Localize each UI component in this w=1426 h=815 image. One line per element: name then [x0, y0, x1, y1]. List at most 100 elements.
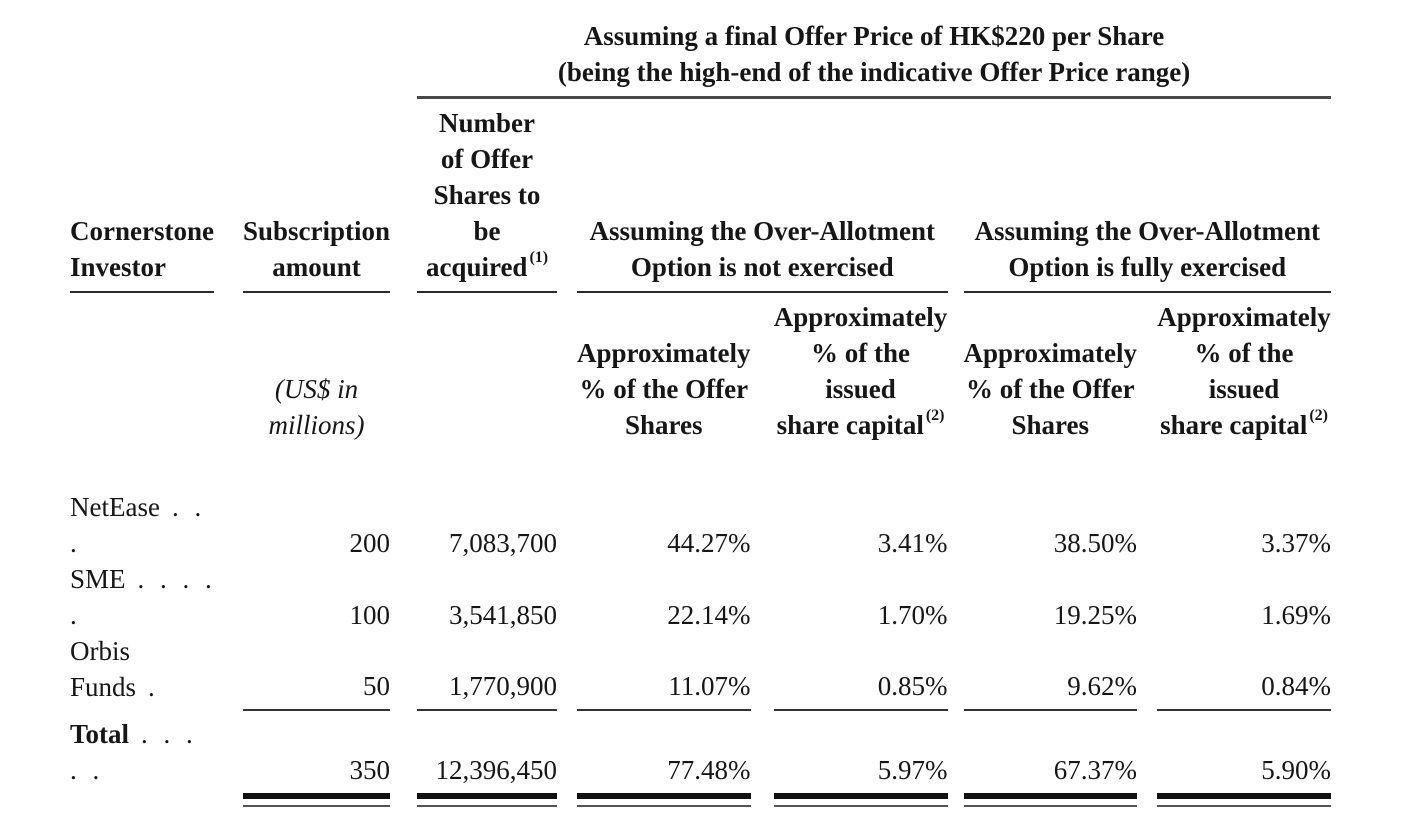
spacer [70, 788, 214, 815]
total-pct-offer-fully-exercised-value: 67.37% [1053, 755, 1138, 785]
double-rule-cell [417, 788, 558, 815]
double-rule [417, 793, 558, 807]
spacer [557, 633, 577, 710]
double-rule [963, 793, 1138, 807]
col-header-subscription-amount: Subscription amount [242, 97, 391, 293]
spacer [214, 561, 243, 633]
total-offer-shares-value: 12,396,450 [435, 755, 558, 785]
pct-offer-not-exercised-value: 22.14% [667, 600, 751, 630]
subscription-units-note: (US$ in millions) [243, 292, 390, 443]
group-header-not-exercised: Assuming the Over-Allotment Option is no… [577, 97, 948, 293]
spacer [948, 710, 964, 788]
offer-shares-value: 1,770,900 [417, 633, 558, 711]
offer-price-header: Assuming a final Offer Price of HK$220 p… [417, 18, 1332, 99]
footnote-2-marker: (2) [1309, 407, 1328, 424]
group-header-fully-exercised-label: Assuming the Over-Allotment Option is fu… [974, 216, 1321, 282]
spacer [214, 489, 243, 561]
investor-name: NetEase [70, 492, 160, 522]
spacer [390, 489, 417, 561]
offer-price-line2: (being the high-end of the indicative Of… [557, 57, 1191, 87]
col-header-investor-label: Cornerstone Investor [70, 216, 214, 282]
double-rule [242, 793, 391, 807]
footnote-1-marker: (1) [529, 249, 549, 266]
total-label-cell: Total. . . . . [70, 710, 214, 788]
spacer [557, 710, 577, 788]
table-row-orbis-funds: Orbis Funds. 50 1,770,900 11.07% 0.85% 9… [70, 633, 1332, 711]
spacer [70, 18, 417, 98]
group-header-fully-exercised: Assuming the Over-Allotment Option is fu… [963, 97, 1332, 293]
col-header-cornerstone-investor: Cornerstone Investor [70, 97, 214, 293]
investor-name-cell: Orbis Funds. [70, 633, 214, 710]
double-rule-cell [1157, 788, 1332, 815]
subscription-units-label: (US$ in millions) [268, 374, 365, 440]
sub-header-pct-offer-shares-fully-exercised: Approximately % of the Offer Shares [964, 292, 1138, 443]
spacer [557, 98, 577, 293]
spacer [390, 633, 417, 710]
spacer [948, 98, 964, 293]
pct-capital-not-exercised-value: 0.85% [773, 633, 948, 711]
dot-leader: . . . . . [70, 564, 212, 630]
total-label: Total [70, 719, 130, 749]
spacer [1137, 710, 1157, 788]
spacer [214, 788, 243, 815]
pct-offer-fully-exercised-value: 38.50% [1053, 528, 1138, 558]
offer-price-header-row: Assuming a final Offer Price of HK$220 p… [70, 18, 1332, 99]
dot-leader: . [148, 672, 155, 702]
double-rule-cell [963, 788, 1138, 815]
sub-header-pct-offer-shares-not-exercised: Approximately % of the Offer Shares [577, 292, 751, 443]
spacer [390, 710, 417, 788]
spacer [390, 561, 417, 633]
col-header-offer-shares: Number of Offer Shares to be acquired (1) [417, 97, 558, 293]
double-rule-cell [242, 788, 391, 815]
pct-capital-fully-exercised-value: 3.37% [1261, 528, 1332, 558]
pct-offer-fully-exercised-value: 19.25% [1053, 600, 1138, 630]
spacer [214, 292, 243, 443]
sub-header-pct-share-capital-not-exercised: Approximately % of the issued share capi… [774, 292, 948, 443]
total-subscription-amount-value: 350 [349, 755, 391, 785]
total-double-rule-row [70, 788, 1332, 815]
table-row-netease: NetEase. . . 200 7,083,700 44.27% 3.41% … [70, 489, 1331, 561]
spacer [751, 292, 774, 443]
spacer [751, 710, 774, 788]
total-pct-capital-fully-exercised-value: 5.90% [1261, 755, 1332, 785]
spacer [1137, 561, 1157, 633]
double-rule-cell [577, 788, 751, 815]
spacer [948, 489, 964, 561]
spacer [948, 561, 964, 633]
spacer [417, 292, 557, 443]
pct-offer-fully-exercised-value: 9.62% [963, 633, 1138, 711]
spacer-row [70, 443, 1331, 489]
dot-leader: . . . [70, 492, 202, 558]
pct-capital-not-exercised-value: 1.70% [877, 600, 948, 630]
cornerstone-investors-table: Assuming a final Offer Price of HK$220 p… [70, 18, 1332, 815]
subscription-amount-value: 100 [349, 600, 391, 630]
pct-capital-label: Approximately % of the issued share capi… [1157, 302, 1331, 440]
pct-capital-not-exercised-value: 3.41% [877, 528, 948, 558]
double-rule-cell [773, 788, 948, 815]
column-header-row: Cornerstone Investor Subscription amount… [70, 97, 1332, 293]
table-row-sme: SME. . . . . 100 3,541,850 22.14% 1.70% … [70, 561, 1331, 633]
double-rule [773, 793, 948, 807]
pct-capital-fully-exercised-value: 0.84% [1157, 633, 1332, 711]
spacer [751, 788, 774, 815]
spacer [948, 633, 964, 710]
pct-offer-label: Approximately % of the Offer Shares [577, 338, 751, 440]
spacer [214, 98, 243, 293]
total-pct-capital-not-exercised-value: 5.97% [877, 755, 948, 785]
pct-offer-label: Approximately % of the Offer Shares [963, 338, 1138, 440]
spacer [1137, 489, 1157, 561]
investor-name-cell: NetEase. . . [70, 489, 214, 561]
table-row-total: Total. . . . . 350 12,396,450 77.48% 5.9… [70, 710, 1331, 788]
investor-name-cell: SME. . . . . [70, 561, 214, 633]
spacer [557, 292, 577, 443]
subscription-amount-value: 50 [242, 633, 391, 711]
group-header-not-exercised-label: Assuming the Over-Allotment Option is no… [589, 216, 936, 282]
spacer [390, 292, 417, 443]
offer-price-line1: Assuming a final Offer Price of HK$220 p… [583, 21, 1165, 51]
spacer [1137, 788, 1157, 815]
pct-offer-not-exercised-value: 11.07% [577, 633, 751, 711]
investor-name: Orbis Funds [70, 636, 137, 702]
double-rule [1157, 793, 1332, 807]
spacer [214, 710, 243, 788]
total-pct-offer-not-exercised-value: 77.48% [667, 755, 751, 785]
